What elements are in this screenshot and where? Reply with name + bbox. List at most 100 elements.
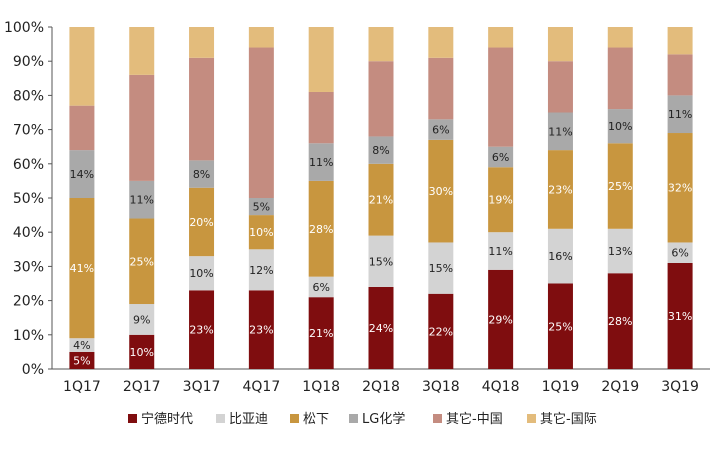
legend-swatch [433, 414, 442, 423]
x-tick-label: 2Q19 [601, 379, 639, 395]
data-label: 14% [70, 168, 94, 181]
legend-label: 比亚迪 [229, 412, 268, 427]
data-label: 10% [189, 267, 213, 280]
bars [69, 27, 693, 369]
bar-segment [69, 351, 95, 369]
data-label: 5% [253, 201, 270, 214]
data-labels: 5% 4% 41% 14% 10% 9% 25% 11% 23% 10% 20% 8% 23% 12% 10… [70, 108, 693, 367]
bar-segment [547, 150, 573, 229]
data-label: 23% [249, 324, 273, 337]
bar-segment [308, 297, 334, 369]
bar-segment [129, 304, 155, 335]
data-label: 32% [668, 182, 692, 195]
bar-segment [308, 276, 334, 298]
bar-segment [129, 334, 155, 369]
bar-segment [69, 27, 95, 106]
data-label: 10% [249, 226, 273, 239]
x-tick-label: 4Q17 [242, 379, 280, 395]
data-label: 13% [608, 245, 632, 258]
bar-segment [189, 160, 215, 188]
bar-segment [368, 61, 394, 137]
data-label: 6% [671, 247, 688, 260]
bar-segment [368, 27, 394, 62]
bar-segment [248, 198, 274, 216]
bar-segment [547, 112, 573, 151]
x-tick-label: 3Q19 [661, 379, 699, 395]
bar-segment [607, 143, 633, 229]
data-label: 25% [608, 180, 632, 193]
data-label: 8% [372, 144, 389, 157]
legend-label: LG化学 [362, 411, 405, 427]
data-label: 11% [548, 125, 572, 138]
bar-segment [428, 119, 454, 140]
bar-segment [308, 143, 334, 181]
bar-segment [547, 283, 573, 369]
legend-label: 其它-国际 [540, 411, 597, 427]
bar-segment [488, 232, 514, 270]
bar-segment [308, 27, 334, 92]
data-label: 4% [73, 339, 90, 352]
y-tick-label: 70% [13, 123, 44, 139]
data-label: 15% [429, 262, 453, 275]
data-label: 24% [369, 322, 393, 335]
data-label: 31% [668, 310, 692, 323]
data-label: 22% [429, 325, 453, 338]
y-tick-label: 0% [22, 362, 44, 378]
legend-swatch [290, 414, 299, 423]
bar-segment [667, 262, 693, 369]
bar-segment [308, 91, 334, 144]
x-tick-label: 2Q18 [362, 379, 400, 395]
y-tick-label: 80% [13, 88, 44, 104]
bar-segment [248, 290, 274, 369]
data-label: 25% [548, 320, 572, 333]
bar-segment [69, 105, 95, 151]
data-label: 11% [488, 245, 512, 258]
x-axis: 1Q17 2Q17 3Q17 4Q17 1Q18 2Q18 3Q18 4Q18 1Q19 2Q19… [52, 368, 710, 395]
bar-segment [129, 74, 155, 181]
x-tick-label: 2Q17 [123, 379, 161, 395]
bar-segment [368, 136, 394, 164]
bar-segment [488, 146, 514, 168]
bar-segment [428, 139, 454, 243]
data-label: 30% [429, 185, 453, 198]
data-label: 8% [193, 168, 210, 181]
legend: 宁德时代 比亚迪 松下 LG化学 其它-中国 其它-国际 [128, 411, 597, 427]
bar-segment [248, 47, 274, 198]
bar-segment [607, 27, 633, 48]
bar-segment [607, 228, 633, 274]
bar-segment [308, 180, 334, 277]
legend-swatch [527, 414, 536, 423]
data-label: 29% [488, 313, 512, 326]
data-label: 19% [488, 194, 512, 207]
bar-segment [667, 242, 693, 263]
data-label: 10% [130, 346, 154, 359]
x-tick-label: 4Q18 [482, 379, 520, 395]
data-label: 12% [249, 264, 273, 277]
data-label: 41% [70, 262, 94, 275]
y-axis: 0% 10% 20% 30% 40% 50% 60% 70% 80% 90% 100% [4, 20, 53, 378]
data-label: 9% [133, 313, 150, 326]
bar-segment [667, 54, 693, 96]
data-label: 16% [548, 250, 572, 263]
bar-segment [129, 218, 155, 305]
data-label: 25% [130, 255, 154, 268]
bar-segment [547, 61, 573, 113]
bar-segment [667, 27, 693, 55]
bar-segment [248, 249, 274, 291]
x-tick-label: 3Q18 [422, 379, 460, 395]
data-label: 11% [309, 156, 333, 169]
y-tick-label: 60% [13, 157, 44, 173]
legend-label: 松下 [303, 412, 329, 427]
legend-label: 宁德时代 [141, 411, 193, 427]
bar-segment [189, 290, 215, 369]
bar-segment [189, 187, 215, 257]
data-label: 11% [130, 194, 154, 207]
bar-segment [129, 27, 155, 75]
y-tick-label: 90% [13, 54, 44, 70]
bar-segment [428, 27, 454, 58]
x-tick-label: 1Q19 [542, 379, 580, 395]
data-label: 11% [668, 108, 692, 121]
data-label: 10% [608, 120, 632, 133]
bar-segment [667, 133, 693, 243]
